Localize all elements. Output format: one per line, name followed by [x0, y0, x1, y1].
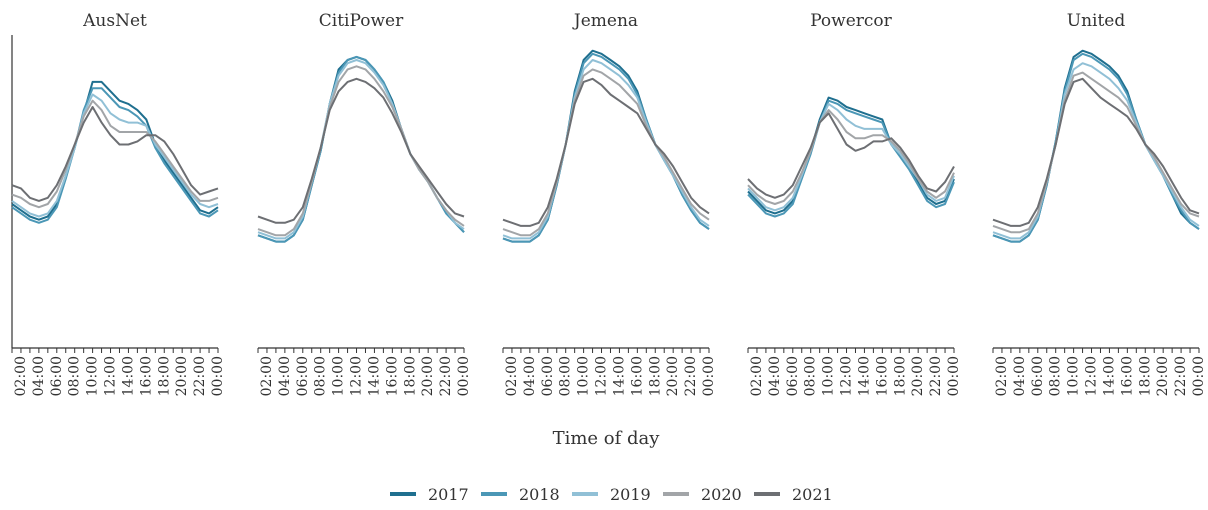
panel-title: AusNet [82, 11, 147, 31]
x-tick-label: 04:00 [1012, 356, 1028, 396]
x-tick-label: 20:00 [910, 356, 926, 396]
x-tick-label: 06:00 [540, 356, 556, 396]
x-tick-label: 16:00 [1119, 356, 1135, 396]
x-tick-label: 20:00 [420, 356, 436, 396]
x-tick-label: 20:00 [665, 356, 681, 396]
x-tick-label: 00:00 [701, 356, 717, 396]
x-tick-label: 12:00 [594, 356, 610, 396]
x-tick-label: 10:00 [1066, 356, 1082, 396]
panel-title: Jemena [572, 11, 638, 31]
series-line [747, 109, 955, 205]
series-line [11, 106, 219, 202]
x-tick-label: 14:00 [366, 356, 382, 396]
x-tick-label: 00:00 [210, 356, 226, 396]
x-tick-label: 08:00 [67, 356, 83, 396]
legend-label: 2020 [701, 485, 742, 504]
x-tick-label: 10:00 [821, 356, 837, 396]
x-tick-label: 06:00 [295, 356, 311, 396]
series-line [257, 77, 465, 224]
x-tick-label: 18:00 [892, 356, 908, 396]
x-tick-label: 22:00 [192, 356, 208, 396]
series-line [257, 55, 465, 243]
x-tick-label: 04:00 [31, 356, 47, 396]
x-tick-label: 02:00 [259, 356, 275, 396]
x-tick-label: 20:00 [174, 356, 190, 396]
x-tick-label: 22:00 [1173, 356, 1189, 396]
series-line [992, 49, 1200, 243]
x-tick-label: 14:00 [611, 356, 627, 396]
x-tick-label: 08:00 [803, 356, 819, 396]
x-tick-label: 14:00 [120, 356, 136, 396]
x-tick-label: 08:00 [558, 356, 574, 396]
x-tick-label: 08:00 [1048, 356, 1064, 396]
panel-title: CitiPower [319, 11, 404, 31]
series-line [502, 49, 710, 243]
x-tick-label: 04:00 [522, 356, 538, 396]
series-line [992, 62, 1200, 240]
x-tick-label: 02:00 [13, 356, 29, 396]
x-tick-label: 14:00 [856, 356, 872, 396]
x-tick-label: 02:00 [994, 356, 1010, 396]
x-tick-label: 16:00 [874, 356, 890, 396]
series-line [11, 87, 219, 224]
x-tick-label: 18:00 [647, 356, 663, 396]
legend-label: 2021 [792, 485, 833, 504]
series-line [502, 52, 710, 243]
x-tick-label: 22:00 [683, 356, 699, 396]
x-tick-label: 12:00 [103, 356, 119, 396]
series-line [502, 59, 710, 240]
x-tick-label: 18:00 [156, 356, 172, 396]
x-tick-label: 12:00 [1084, 356, 1100, 396]
x-tick-label: 14:00 [1101, 356, 1117, 396]
x-axis-title: Time of day [553, 428, 661, 449]
panel-title: Powercor [810, 11, 892, 31]
x-tick-label: 00:00 [1191, 356, 1207, 396]
series-line [992, 77, 1200, 227]
series-line [257, 59, 465, 240]
x-tick-label: 16:00 [629, 356, 645, 396]
series-line [257, 65, 465, 237]
series-line [992, 71, 1200, 234]
x-tick-label: 22:00 [438, 356, 454, 396]
x-tick-label: 06:00 [49, 356, 65, 396]
x-tick-label: 18:00 [402, 356, 418, 396]
x-tick-label: 10:00 [331, 356, 347, 396]
series-line [11, 93, 219, 218]
legend-label: 2018 [519, 485, 560, 504]
x-tick-label: 02:00 [504, 356, 520, 396]
series-line [502, 77, 710, 227]
x-tick-label: 10:00 [85, 356, 101, 396]
legend-label: 2019 [610, 485, 651, 504]
x-tick-label: 22:00 [928, 356, 944, 396]
series-line [257, 55, 465, 243]
x-tick-label: 08:00 [313, 356, 329, 396]
x-tick-label: 16:00 [384, 356, 400, 396]
panel-title: United [1067, 11, 1126, 31]
x-tick-label: 06:00 [785, 356, 801, 396]
x-tick-label: 06:00 [1030, 356, 1046, 396]
legend-label: 2017 [428, 485, 469, 504]
x-tick-label: 12:00 [839, 356, 855, 396]
series-line [502, 68, 710, 237]
series-line [11, 99, 219, 209]
series-line [11, 80, 219, 221]
x-tick-label: 02:00 [749, 356, 765, 396]
x-tick-label: 16:00 [138, 356, 154, 396]
x-tick-label: 04:00 [277, 356, 293, 396]
x-tick-label: 10:00 [576, 356, 592, 396]
x-tick-label: 04:00 [767, 356, 783, 396]
x-tick-label: 00:00 [456, 356, 472, 396]
x-tick-label: 20:00 [1155, 356, 1171, 396]
series-line [747, 112, 955, 199]
x-tick-label: 18:00 [1137, 356, 1153, 396]
x-tick-label: 12:00 [349, 356, 365, 396]
series-line [747, 96, 955, 215]
series-line [747, 99, 955, 218]
x-tick-label: 00:00 [946, 356, 962, 396]
